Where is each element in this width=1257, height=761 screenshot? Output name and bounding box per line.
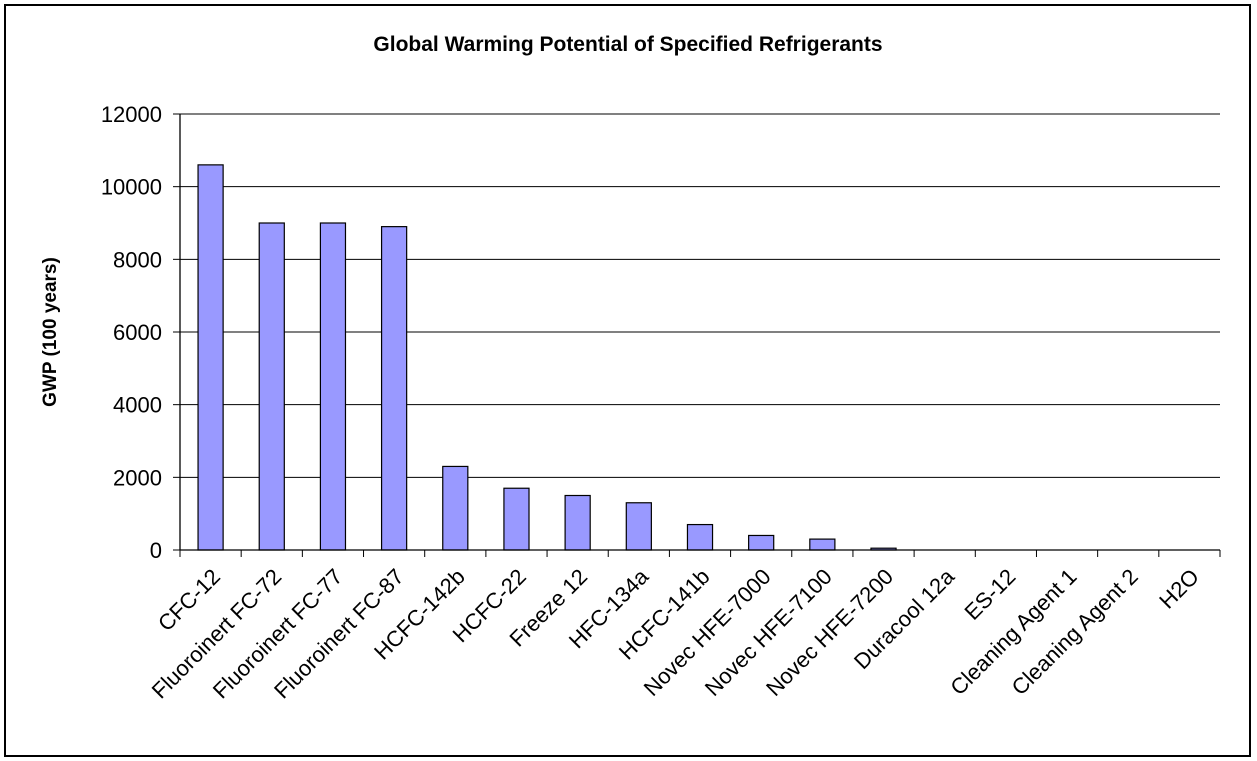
y-tick-label: 10000 — [101, 175, 162, 200]
axes — [173, 113, 1221, 557]
y-tick-label: 4000 — [113, 393, 162, 418]
bars — [197, 164, 897, 551]
bar — [686, 523, 714, 551]
y-tick-label: 0 — [150, 538, 162, 563]
bar — [809, 538, 836, 551]
bar — [564, 494, 591, 551]
y-tick-label: 6000 — [113, 320, 162, 345]
y-tick-label: 12000 — [101, 102, 162, 127]
bar — [442, 465, 469, 551]
y-tick-label: 2000 — [113, 465, 162, 490]
bar — [503, 487, 530, 551]
bar — [319, 222, 347, 551]
y-tick-labels: 0 2000 4000 6000 8000 10000 12000 — [101, 102, 162, 563]
chart-title: Global Warming Potential of Specified Re… — [373, 33, 882, 56]
gridlines — [180, 113, 1220, 478]
bar — [197, 164, 224, 551]
x-tick-label: H2O — [1154, 564, 1204, 614]
bar — [380, 226, 408, 551]
y-axis-label: GWP (100 years) — [40, 257, 61, 407]
bar — [258, 222, 285, 551]
bar — [625, 502, 652, 551]
bar — [748, 534, 775, 551]
y-tick-label: 8000 — [113, 247, 162, 272]
